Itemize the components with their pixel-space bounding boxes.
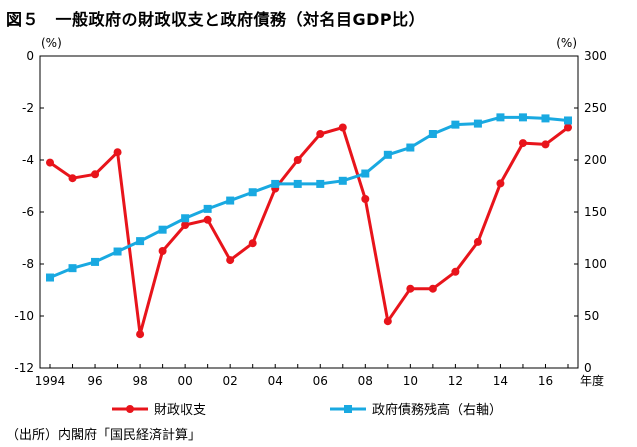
- source-note: （出所）内閣府「国民経済計算」: [6, 428, 202, 443]
- series-point-1: [158, 247, 167, 255]
- series-point-2: [271, 179, 280, 188]
- left-axis-tick-label: 0: [26, 49, 34, 63]
- plot-area-border: [39, 55, 579, 369]
- series-point-2: [46, 273, 54, 282]
- series-point-1: [338, 123, 347, 132]
- series-point-1: [46, 158, 54, 167]
- x-axis-tick-label: 04: [268, 374, 283, 388]
- series-point-2: [383, 150, 392, 159]
- series-point-1: [68, 174, 77, 183]
- x-axis-tick-label: 00: [177, 374, 192, 388]
- series-point-1: [518, 139, 527, 148]
- x-axis-tick-label: 16: [538, 374, 553, 388]
- series-point-1: [248, 239, 257, 248]
- right-axis-tick-label: 150: [584, 205, 607, 219]
- x-axis-tick-label: 02: [223, 374, 238, 388]
- left-axis-tick-label: -4: [22, 153, 34, 167]
- x-axis-tick-label: 06: [313, 374, 328, 388]
- series-point-2: [541, 114, 550, 123]
- series-point-1: [473, 237, 482, 246]
- left-axis-unit-label: (%): [41, 36, 62, 50]
- series-point-2: [68, 264, 77, 273]
- series-point-1: [113, 148, 122, 157]
- right-axis-tick-label: 0: [584, 361, 592, 375]
- x-axis-tick-label: 12: [448, 374, 463, 388]
- series-point-2: [181, 214, 190, 223]
- series-point-1: [91, 170, 100, 179]
- right-axis-tick-label: 200: [584, 153, 607, 167]
- x-axis-tick-label: 96: [87, 374, 102, 388]
- x-axis-tick-label: 08: [358, 374, 373, 388]
- x-axis-tick-label: 1994: [35, 374, 66, 388]
- series-point-1: [136, 330, 145, 339]
- series-point-2: [316, 179, 325, 188]
- series-point-2: [338, 176, 347, 185]
- series-point-1: [226, 256, 235, 265]
- series-point-2: [113, 247, 122, 256]
- series-point-1: [428, 284, 437, 293]
- axes: 0 -2 -4 -6 -8 -10 -12 (%) 300 250 200 150 100 50 0 (%) 1…: [14, 36, 607, 388]
- series-point-2: [158, 225, 167, 234]
- series-point-2: [428, 130, 437, 138]
- legend-label: 財政収支: [154, 403, 206, 418]
- right-axis-tick-label: 300: [584, 49, 607, 63]
- right-axis-tick-label: 50: [584, 309, 599, 323]
- series-point-2: [203, 204, 212, 213]
- series-point-2: [361, 169, 370, 178]
- series-point-2: [91, 257, 100, 266]
- legend-swatch-marker: [344, 405, 352, 413]
- series-point-2: [226, 196, 235, 205]
- series-point-1: [451, 267, 460, 276]
- series-point-2: [451, 120, 460, 129]
- right-axis-tick-label: 100: [584, 257, 607, 271]
- legend-label: 政府債務残高（右軸）: [372, 402, 502, 418]
- x-axis-unit-label: 年度: [580, 373, 604, 388]
- series-point-2: [293, 179, 302, 188]
- series-point-1: [316, 130, 325, 138]
- series-line-2: [49, 115, 569, 279]
- legend: 財政収支 政府債務残高（右軸）: [112, 402, 502, 418]
- right-axis-unit-label: (%): [556, 36, 577, 50]
- series-point-2: [473, 119, 482, 128]
- legend-swatch-marker: [126, 405, 134, 413]
- series-point-2: [248, 188, 257, 197]
- series-point-1: [293, 156, 302, 164]
- series-point-1: [203, 215, 212, 224]
- series-line-1: [49, 126, 569, 336]
- left-axis-tick-label: -8: [22, 257, 34, 271]
- plot-frame: [39, 55, 579, 369]
- x-axis-tick-label: 14: [493, 374, 508, 388]
- series-point-1: [496, 179, 505, 188]
- series-point-1: [361, 195, 370, 203]
- left-axis-tick-label: -6: [22, 205, 34, 219]
- series-point-2: [406, 143, 415, 152]
- x-axis-tick-label: 10: [403, 374, 418, 388]
- chart-title: 図５ 一般政府の財政収支と政府債務（対名目GDP比）: [6, 10, 426, 29]
- left-axis-tick-label: -10: [14, 309, 34, 323]
- left-axis-tick-label: -12: [14, 361, 34, 375]
- series-point-1: [541, 140, 550, 149]
- series-point-1: [406, 284, 415, 293]
- x-axis-tick-label: 98: [132, 374, 147, 388]
- series-point-2: [518, 113, 527, 122]
- series-point-2: [136, 237, 145, 246]
- series-layer: [46, 113, 572, 339]
- series-point-1: [564, 123, 572, 132]
- series-point-2: [496, 113, 505, 122]
- series-point-1: [181, 221, 190, 229]
- right-axis-tick-label: 250: [584, 101, 607, 115]
- series-point-1: [383, 317, 392, 326]
- left-axis-tick-label: -2: [22, 101, 34, 115]
- series-point-2: [564, 116, 572, 125]
